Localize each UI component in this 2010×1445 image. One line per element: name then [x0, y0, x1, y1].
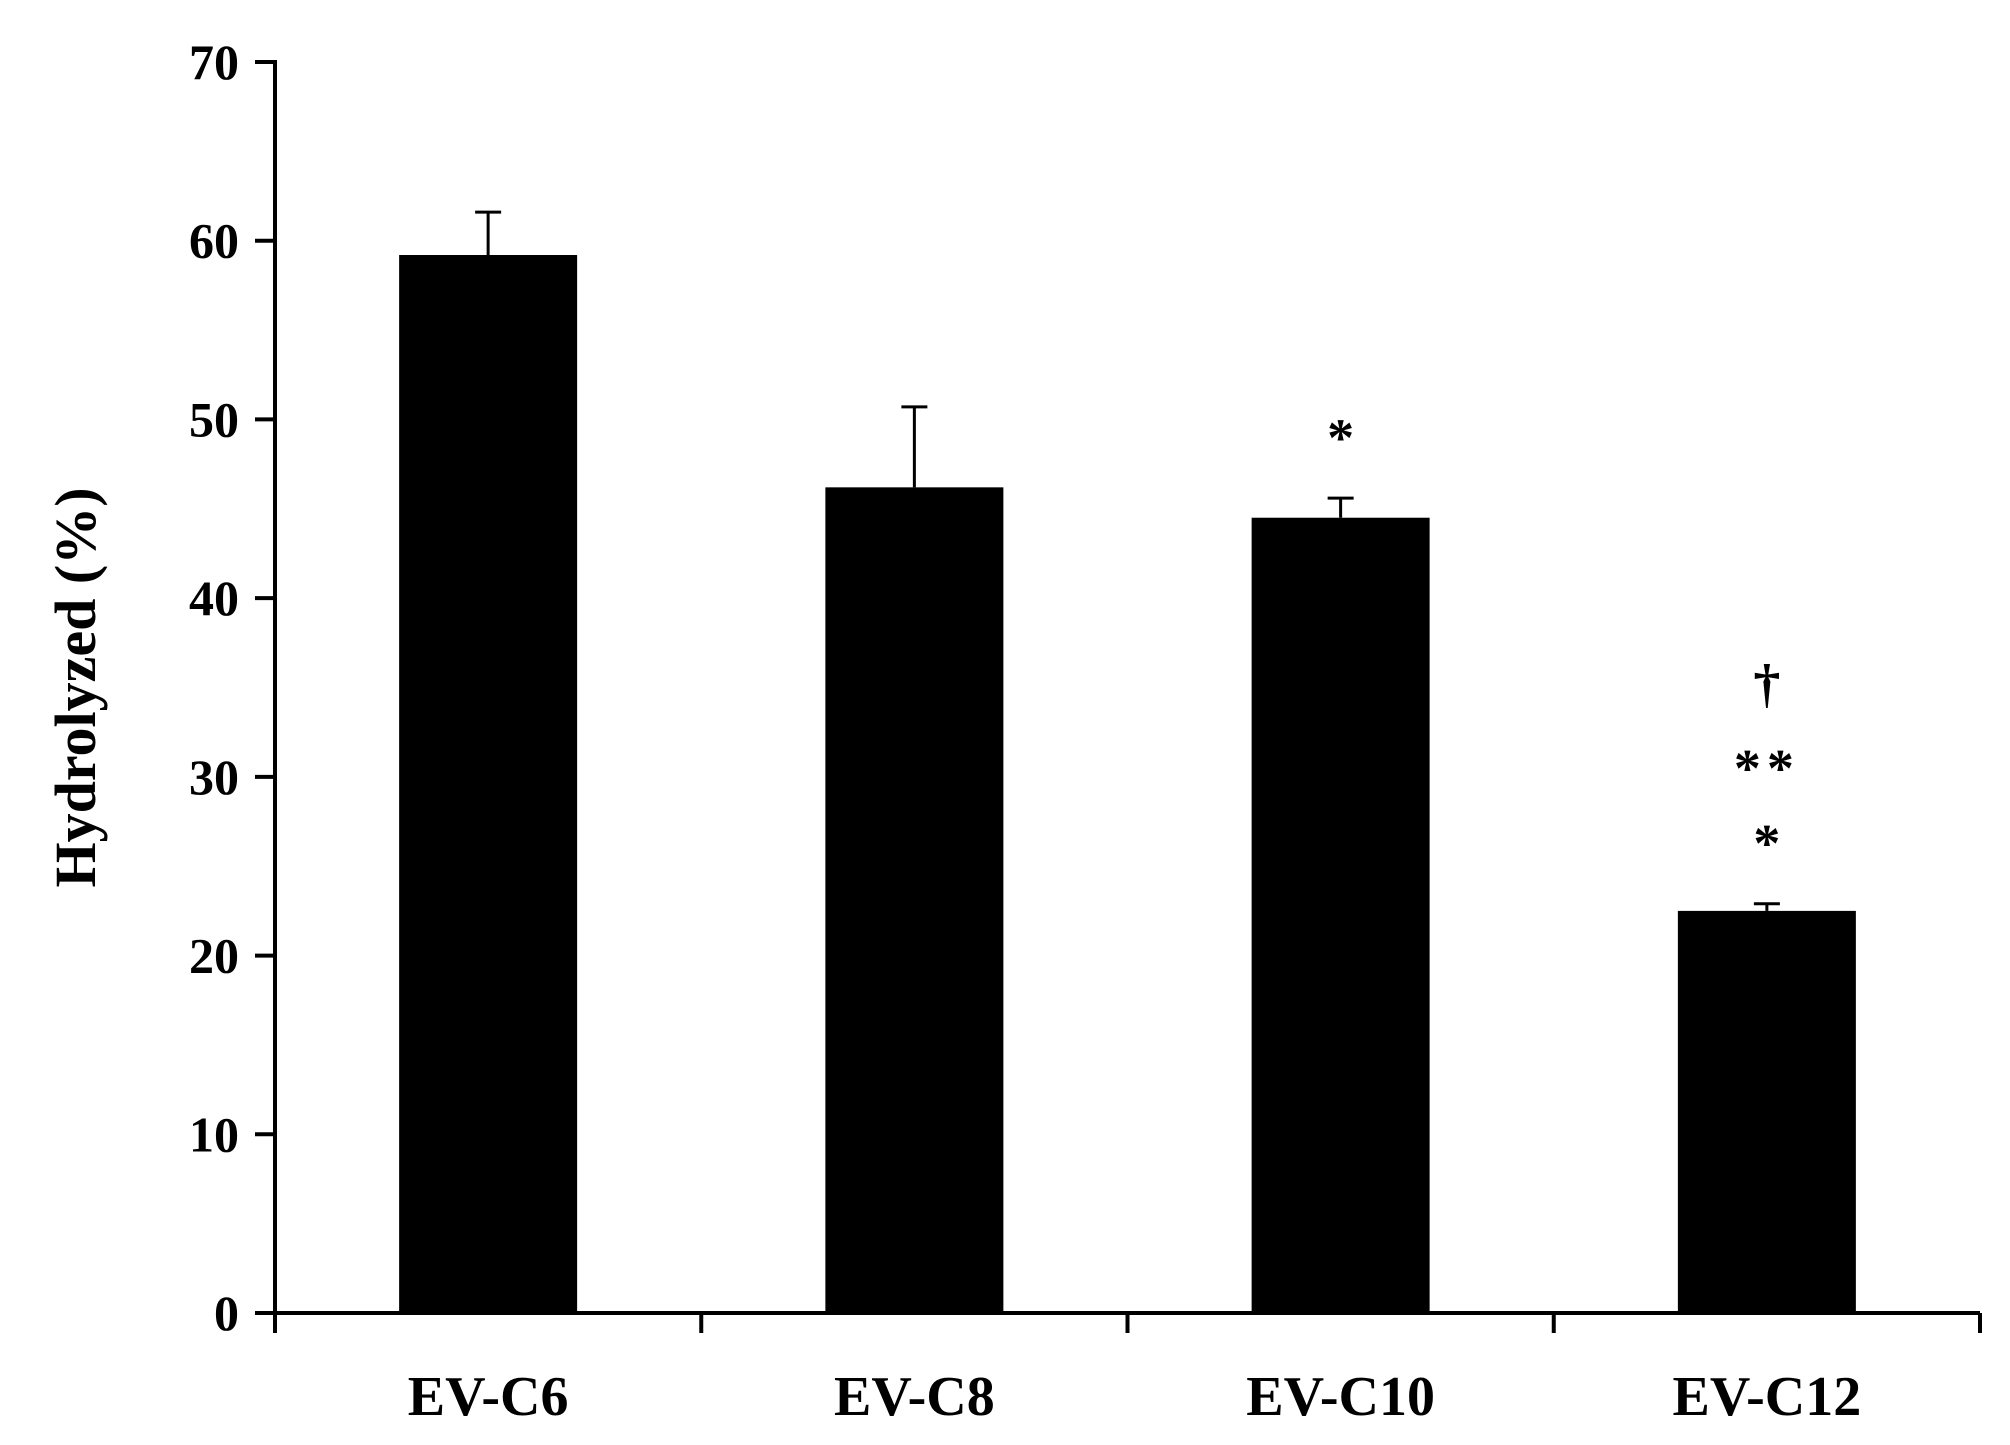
- x-tick-label-ev-c6: EV-C6: [408, 1366, 569, 1428]
- bar-ev-c12: [1677, 910, 1856, 1313]
- y-tick-label-40: 40: [189, 570, 239, 626]
- y-tick-label-10: 10: [189, 1106, 239, 1162]
- bar-ev-c10: [1251, 517, 1430, 1313]
- annotations: ****†: [1327, 408, 1800, 874]
- y-tick-label-30: 30: [189, 749, 239, 805]
- y-tick-label-20: 20: [189, 928, 239, 984]
- y-tick-label-70: 70: [189, 34, 239, 90]
- y-tick-label-50: 50: [189, 391, 239, 447]
- annotation-ev-c12-1: **: [1734, 739, 1800, 799]
- x-tick-label-ev-c12: EV-C12: [1673, 1366, 1862, 1428]
- y-tick-label-60: 60: [189, 213, 239, 269]
- labels: EV-C6 EV-C8 EV-C10 EV-C12 0 10 20 30 40 50 60 70 Hyd…: [43, 34, 1861, 1428]
- error-bars: [475, 210, 1780, 911]
- bars: [399, 255, 1856, 1314]
- y-axis-title: Hydrolyzed (%): [43, 487, 108, 887]
- x-tick-label-ev-c10: EV-C10: [1246, 1366, 1435, 1428]
- annotation-ev-c12-0: *: [1753, 814, 1780, 874]
- annotation-ev-c10-0: *: [1327, 408, 1354, 468]
- bar-ev-c8: [825, 487, 1004, 1314]
- bar-ev-c6: [399, 255, 578, 1313]
- annotation-ev-c12-2: †: [1753, 654, 1780, 714]
- x-tick-label-ev-c8: EV-C8: [834, 1366, 995, 1428]
- y-tick-label-0: 0: [214, 1285, 239, 1341]
- axes: [255, 60, 1982, 1333]
